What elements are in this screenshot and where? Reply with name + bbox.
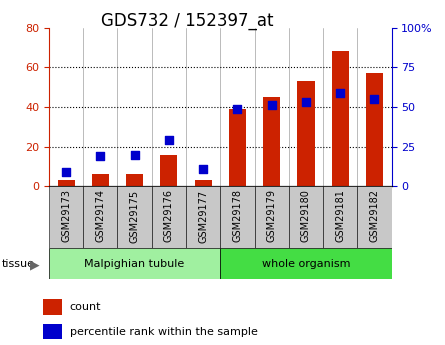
Bar (43, 324, 62, 339)
FancyBboxPatch shape (357, 186, 392, 248)
Point (234, 106, 241, 111)
Bar (194, 180, 212, 186)
Text: GSM29181: GSM29181 (335, 189, 345, 242)
Bar (229, 109, 246, 186)
FancyBboxPatch shape (117, 186, 152, 248)
Bar (126, 174, 143, 186)
Text: GSM29180: GSM29180 (301, 189, 311, 242)
Text: GSM29179: GSM29179 (267, 189, 277, 243)
FancyBboxPatch shape (255, 186, 289, 248)
Bar (57, 180, 75, 186)
Point (337, 90, 344, 96)
Text: GSM29173: GSM29173 (61, 189, 71, 243)
Point (303, 99, 310, 105)
Point (166, 138, 173, 143)
Text: ▶: ▶ (30, 258, 40, 271)
Text: percentile rank within the sample: percentile rank within the sample (69, 327, 258, 337)
FancyBboxPatch shape (186, 186, 220, 248)
Point (268, 102, 275, 108)
Point (63, 169, 70, 175)
Text: GSM29178: GSM29178 (232, 189, 243, 243)
Text: GDS732 / 152397_at: GDS732 / 152397_at (101, 12, 273, 30)
Text: Malpighian tubule: Malpighian tubule (85, 259, 185, 269)
Point (371, 96, 378, 102)
Point (200, 166, 207, 171)
FancyBboxPatch shape (220, 186, 255, 248)
FancyBboxPatch shape (49, 248, 220, 279)
Point (131, 152, 138, 157)
Text: whole organism: whole organism (262, 259, 350, 269)
Text: GSM29177: GSM29177 (198, 189, 208, 243)
FancyBboxPatch shape (83, 186, 117, 248)
Text: GSM29176: GSM29176 (164, 189, 174, 243)
Bar (92, 174, 109, 186)
FancyBboxPatch shape (289, 186, 323, 248)
Text: GSM29175: GSM29175 (129, 189, 140, 243)
FancyBboxPatch shape (152, 186, 186, 248)
Text: count: count (69, 302, 101, 312)
Bar (160, 155, 178, 186)
Bar (43, 299, 62, 315)
Text: tissue: tissue (2, 259, 35, 269)
Text: GSM29174: GSM29174 (95, 189, 105, 243)
FancyBboxPatch shape (323, 186, 357, 248)
Bar (332, 51, 349, 186)
Bar (366, 73, 383, 186)
Bar (263, 97, 280, 186)
Bar (297, 81, 315, 186)
Point (97, 154, 104, 159)
Text: GSM29182: GSM29182 (369, 189, 380, 243)
FancyBboxPatch shape (49, 186, 83, 248)
FancyBboxPatch shape (220, 248, 392, 279)
